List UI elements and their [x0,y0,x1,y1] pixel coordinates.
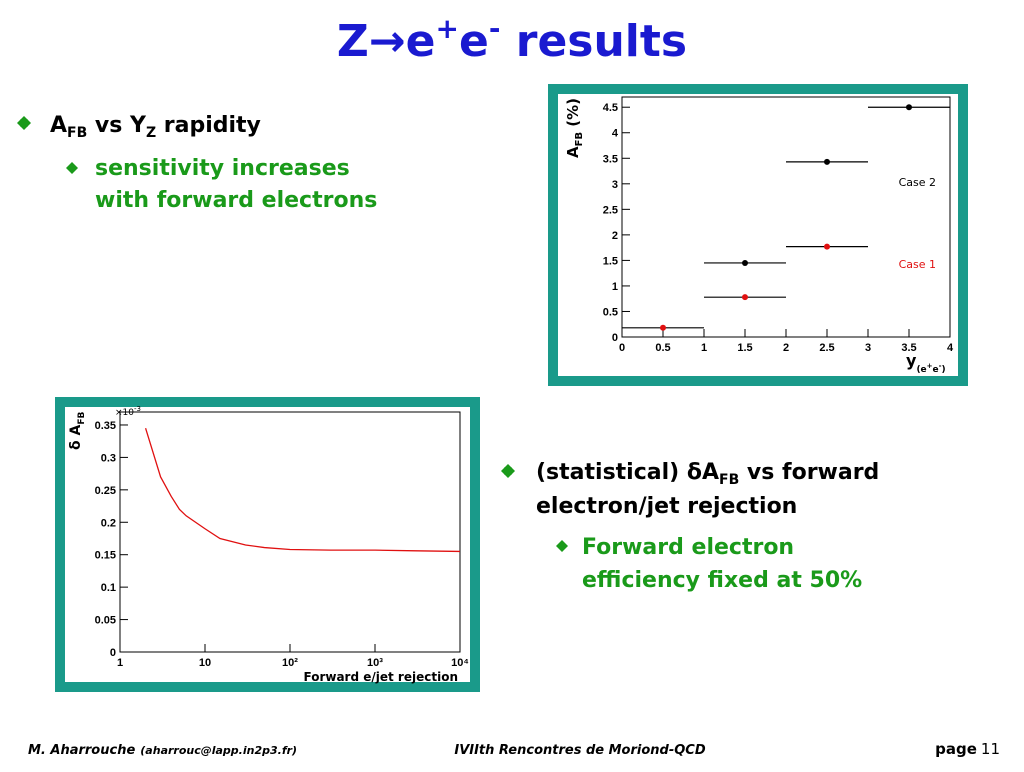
text: (%) [564,98,582,132]
x-tick-label: 10² [282,657,298,669]
superscript: - [939,362,942,370]
text: M. Aharrouche [28,743,135,758]
text: 11 [981,740,1000,758]
text: δ A [68,425,84,450]
y-axis-title: AFB (%) [564,98,585,158]
text: (aharrouc@lapp.in2p3.fr) [140,744,297,757]
text: rapidity [156,113,261,138]
x-tick-label: 4 [947,342,954,354]
y-tick-label: 0.15 [95,550,116,562]
title-sup: - [489,12,501,45]
y-tick-label: 0.35 [95,420,116,432]
data-point [742,294,748,301]
text: ×10 [115,408,134,418]
subscript: FB [574,132,585,146]
footer-author: M. Aharrouche (aharrouc@lapp.in2p3.fr) [28,743,297,758]
x-tick-label: 0 [619,342,625,354]
x-tick-label: 0.5 [655,342,670,354]
data-line [144,428,461,553]
data-point [824,243,830,250]
y-tick-label: 0.05 [95,615,116,627]
text: A [564,146,582,158]
axis-multiplier: ×10-3 [115,405,141,418]
x-tick-label: 1.5 [737,342,752,354]
title-sup: + [436,12,459,45]
sub-bullet-text: Forward electron [582,535,794,560]
text: vs forward [739,460,879,485]
sub-bullet-text: with forward electrons [95,188,377,213]
x-tick-label: 10 [199,657,211,669]
subscript: Z [146,125,156,141]
y-tick-label: 0.2 [101,517,116,529]
y-tick-label: 0.1 [101,582,116,594]
y-tick-label: 0.25 [95,485,116,497]
title-part: results [500,16,687,67]
x-tick-label: 10⁴ [451,657,469,669]
sub-bullet-icon [66,162,78,174]
data-point [906,104,912,111]
bullet-icon [17,116,31,130]
text: vs Y [87,113,147,138]
text: page [935,740,977,758]
y-tick-label: 1 [612,281,618,293]
bullet-text: AFB vs YZ rapidity [50,113,261,141]
title-part: Z→e [337,16,436,67]
y-tick-label: 0.3 [101,452,116,464]
y-tick-label: 2 [612,230,618,242]
legend-label: Case 2 [899,176,936,189]
y-axis-title: δ AFB [68,412,87,450]
x-tick-label: 1 [117,657,123,669]
y-tick-label: 3 [612,179,618,191]
sub-bullet-icon [556,540,568,552]
x-axis-title: y(e+e-) [906,351,946,375]
bullet-text: electron/jet rejection [536,494,797,519]
data-point [742,259,748,266]
chart-background [558,94,958,376]
x-tick-label: 1 [701,342,707,354]
chart-background [65,407,470,682]
data-point [824,158,830,165]
sub-bullet-text: sensitivity increases [95,156,350,181]
legend-label: Case 1 [899,258,936,271]
x-tick-label: 2 [783,342,789,354]
y-tick-label: 3.5 [603,153,618,165]
y-tick-label: 4.5 [603,102,618,114]
bullet-text: (statistical) δAFB vs forward [536,460,879,488]
subscript: e [933,365,939,375]
x-tick-label: 10³ [367,657,383,669]
x-tick-label: 3.5 [901,342,916,354]
subscript: ) [942,365,946,375]
bullet-icon [501,464,515,478]
data-point [660,324,666,331]
x-axis-title: Forward e/jet rejection [304,670,459,684]
title-part: e [459,16,489,67]
subscript: FB [67,125,87,141]
subscript: (e [916,365,926,375]
superscript: -3 [134,405,141,413]
y-tick-label: 0 [612,332,618,344]
text: y [906,351,917,370]
y-tick-label: 4 [612,128,619,140]
y-tick-label: 0 [110,647,116,659]
text: (statistical) δA [536,460,719,485]
sub-bullet-text: efficiency fixed at 50% [582,568,862,593]
y-tick-label: 0.5 [603,306,618,318]
x-tick-label: 3 [865,342,871,354]
subscript: FB [719,472,739,488]
subscript: FB [77,412,87,425]
y-tick-label: 2.5 [603,204,618,216]
y-tick-label: 1.5 [603,255,618,267]
text: A [50,113,67,138]
superscript: + [927,362,933,370]
slide-title: Z→e+e- results [337,12,687,67]
x-tick-label: 2.5 [819,342,834,354]
footer-page: page 11 [935,740,1000,758]
footer-event: IVIIth Rencontres de Moriond-QCD [454,743,705,758]
